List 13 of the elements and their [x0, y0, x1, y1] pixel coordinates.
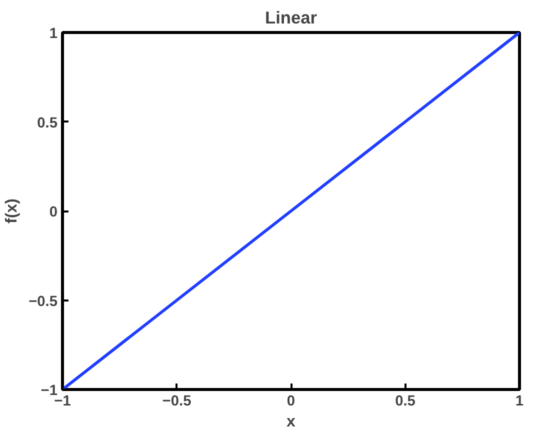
x-tick-label: 1 [515, 394, 524, 410]
line-series [62, 32, 520, 390]
x-axis-title: x [286, 414, 296, 430]
y-tick-label: 0.5 [37, 115, 58, 132]
x-tick-label: 0.5 [395, 394, 416, 410]
y-tick-label: −0.5 [28, 294, 58, 310]
chart-title: Linear [265, 8, 318, 28]
y-axis-title: f(x) [4, 198, 21, 224]
y-tick-label: 0 [49, 204, 58, 220]
x-tick-label: 0 [286, 394, 296, 410]
y-tick-label: −1 [40, 383, 58, 399]
y-tick-label: 1 [49, 26, 58, 42]
x-tick-label: −0.5 [162, 394, 192, 410]
